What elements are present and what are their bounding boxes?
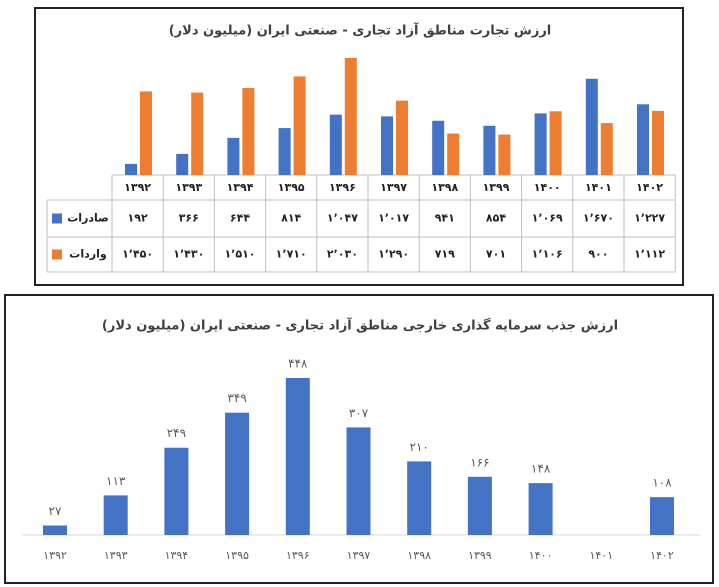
bar bbox=[227, 137, 240, 175]
x-tick-label: ۱۴۰۱ bbox=[589, 549, 613, 562]
x-tick-label: ۱۳۹۴ bbox=[227, 181, 254, 194]
data-label: ۳۰۷ bbox=[349, 406, 369, 420]
x-tick-label: ۱۳۹۲ bbox=[124, 181, 151, 194]
table-cell: ۱٬۰۶۹ bbox=[532, 212, 563, 225]
data-label: ۱۱۳ bbox=[106, 474, 126, 488]
table-cell: ۹۰۰ bbox=[588, 248, 608, 261]
x-tick-label: ۱۳۹۶ bbox=[286, 549, 310, 562]
data-label: ۱۰۸ bbox=[652, 476, 672, 490]
x-tick-label: ۱۴۰۲ bbox=[650, 549, 674, 562]
x-tick-label: ۱۳۹۶ bbox=[329, 181, 356, 194]
table-cell: ۱٬۴۳۰ bbox=[173, 248, 204, 261]
bar bbox=[344, 58, 357, 175]
data-label: ۲۷ bbox=[49, 504, 62, 518]
legend-label: صادرات bbox=[67, 212, 109, 225]
x-tick-label: ۱۳۹۴ bbox=[165, 549, 189, 562]
bar bbox=[528, 483, 553, 535]
bar bbox=[483, 125, 496, 175]
table-cell: ۲٬۰۳۰ bbox=[327, 248, 358, 261]
x-tick-label: ۱۴۰۰ bbox=[529, 549, 553, 562]
bar bbox=[396, 100, 408, 175]
bar bbox=[225, 412, 250, 535]
bar bbox=[432, 120, 445, 175]
x-tick-label: ۱۳۹۸ bbox=[407, 549, 431, 562]
bar bbox=[164, 447, 189, 535]
bar bbox=[285, 378, 310, 535]
data-label: ۴۴۸ bbox=[288, 357, 308, 371]
data-label: ۲۱۰ bbox=[410, 440, 429, 454]
x-tick-label: ۱۴۰۱ bbox=[585, 181, 612, 194]
legend-label: واردات bbox=[69, 248, 107, 261]
table-cell: ۸۵۴ bbox=[486, 212, 506, 225]
bar bbox=[43, 525, 67, 535]
x-tick-label: ۱۳۹۹ bbox=[483, 181, 510, 194]
data-label: ۳۴۹ bbox=[227, 391, 246, 405]
x-tick-label: ۱۳۹۵ bbox=[278, 181, 305, 194]
table-cell: ۱٬۶۷۰ bbox=[583, 212, 614, 225]
chart-title: ارزش تجارت مناطق آزاد تجاری - صنعتی ایرا… bbox=[169, 22, 552, 39]
x-tick-label: ۱۳۹۹ bbox=[468, 549, 492, 562]
table-cell: ۳۶۶ bbox=[179, 212, 199, 225]
x-tick-label: ۱۴۰۰ bbox=[534, 181, 561, 194]
table-cell: ۱٬۱۰۶ bbox=[532, 248, 563, 261]
data-label: ۱۶۶ bbox=[470, 455, 489, 469]
bar bbox=[125, 163, 137, 175]
bar bbox=[346, 427, 371, 535]
table-cell: ۷۱۹ bbox=[435, 248, 455, 261]
table-cell: ۱٬۷۱۰ bbox=[276, 248, 307, 261]
table-cell: ۱٬۲۹۰ bbox=[378, 248, 409, 261]
table-cell: ۱٬۴۵۰ bbox=[122, 248, 153, 261]
table-cell: ۱٬۱۱۲ bbox=[634, 248, 665, 261]
bar bbox=[176, 153, 189, 175]
bar bbox=[242, 87, 255, 175]
bar bbox=[600, 123, 613, 175]
x-tick-label: ۱۳۹۲ bbox=[43, 549, 67, 562]
bar bbox=[447, 133, 460, 175]
x-tick-label: ۱۳۹۳ bbox=[175, 181, 202, 194]
bar bbox=[650, 497, 674, 535]
bar bbox=[191, 92, 204, 175]
bar bbox=[381, 116, 393, 175]
bar bbox=[467, 476, 492, 535]
x-tick-label: ۱۴۰۲ bbox=[636, 181, 663, 194]
table-cell: ۱٬۲۲۷ bbox=[634, 212, 665, 225]
x-tick-label: ۱۳۹۷ bbox=[347, 549, 371, 562]
bar bbox=[278, 128, 291, 175]
x-tick-label: ۱۳۹۸ bbox=[431, 181, 458, 194]
bar bbox=[585, 78, 598, 175]
bar bbox=[103, 495, 128, 535]
bar bbox=[140, 91, 152, 175]
table-cell: ۹۴۱ bbox=[435, 212, 455, 225]
bar bbox=[329, 114, 342, 175]
table-cell: ۸۱۴ bbox=[281, 212, 301, 225]
table-cell: ۶۴۴ bbox=[230, 212, 250, 225]
legend-swatch bbox=[52, 213, 62, 224]
table-cell: ۷۰۱ bbox=[486, 248, 506, 261]
bar bbox=[652, 110, 664, 175]
bar bbox=[534, 113, 547, 175]
data-label: ۱۴۸ bbox=[531, 462, 551, 476]
table-cell: ۱٬۰۱۷ bbox=[378, 212, 409, 225]
bar bbox=[407, 461, 432, 535]
bar bbox=[498, 134, 511, 175]
bar bbox=[549, 111, 562, 175]
table-cell: ۱٬۰۴۷ bbox=[327, 212, 358, 225]
x-tick-label: ۱۳۹۷ bbox=[380, 181, 407, 194]
table-cell: ۱۹۲ bbox=[128, 212, 148, 225]
bar bbox=[293, 76, 306, 175]
chart-title: ارزش جذب سرمایه گذاری خارجی مناطق آزاد ت… bbox=[102, 317, 618, 334]
legend-swatch bbox=[52, 249, 62, 260]
x-tick-label: ۱۳۹۳ bbox=[104, 549, 128, 562]
table-cell: ۱٬۵۱۰ bbox=[224, 248, 255, 261]
data-label: ۲۴۹ bbox=[167, 426, 186, 440]
bar bbox=[637, 104, 649, 175]
x-tick-label: ۱۳۹۵ bbox=[225, 549, 249, 562]
